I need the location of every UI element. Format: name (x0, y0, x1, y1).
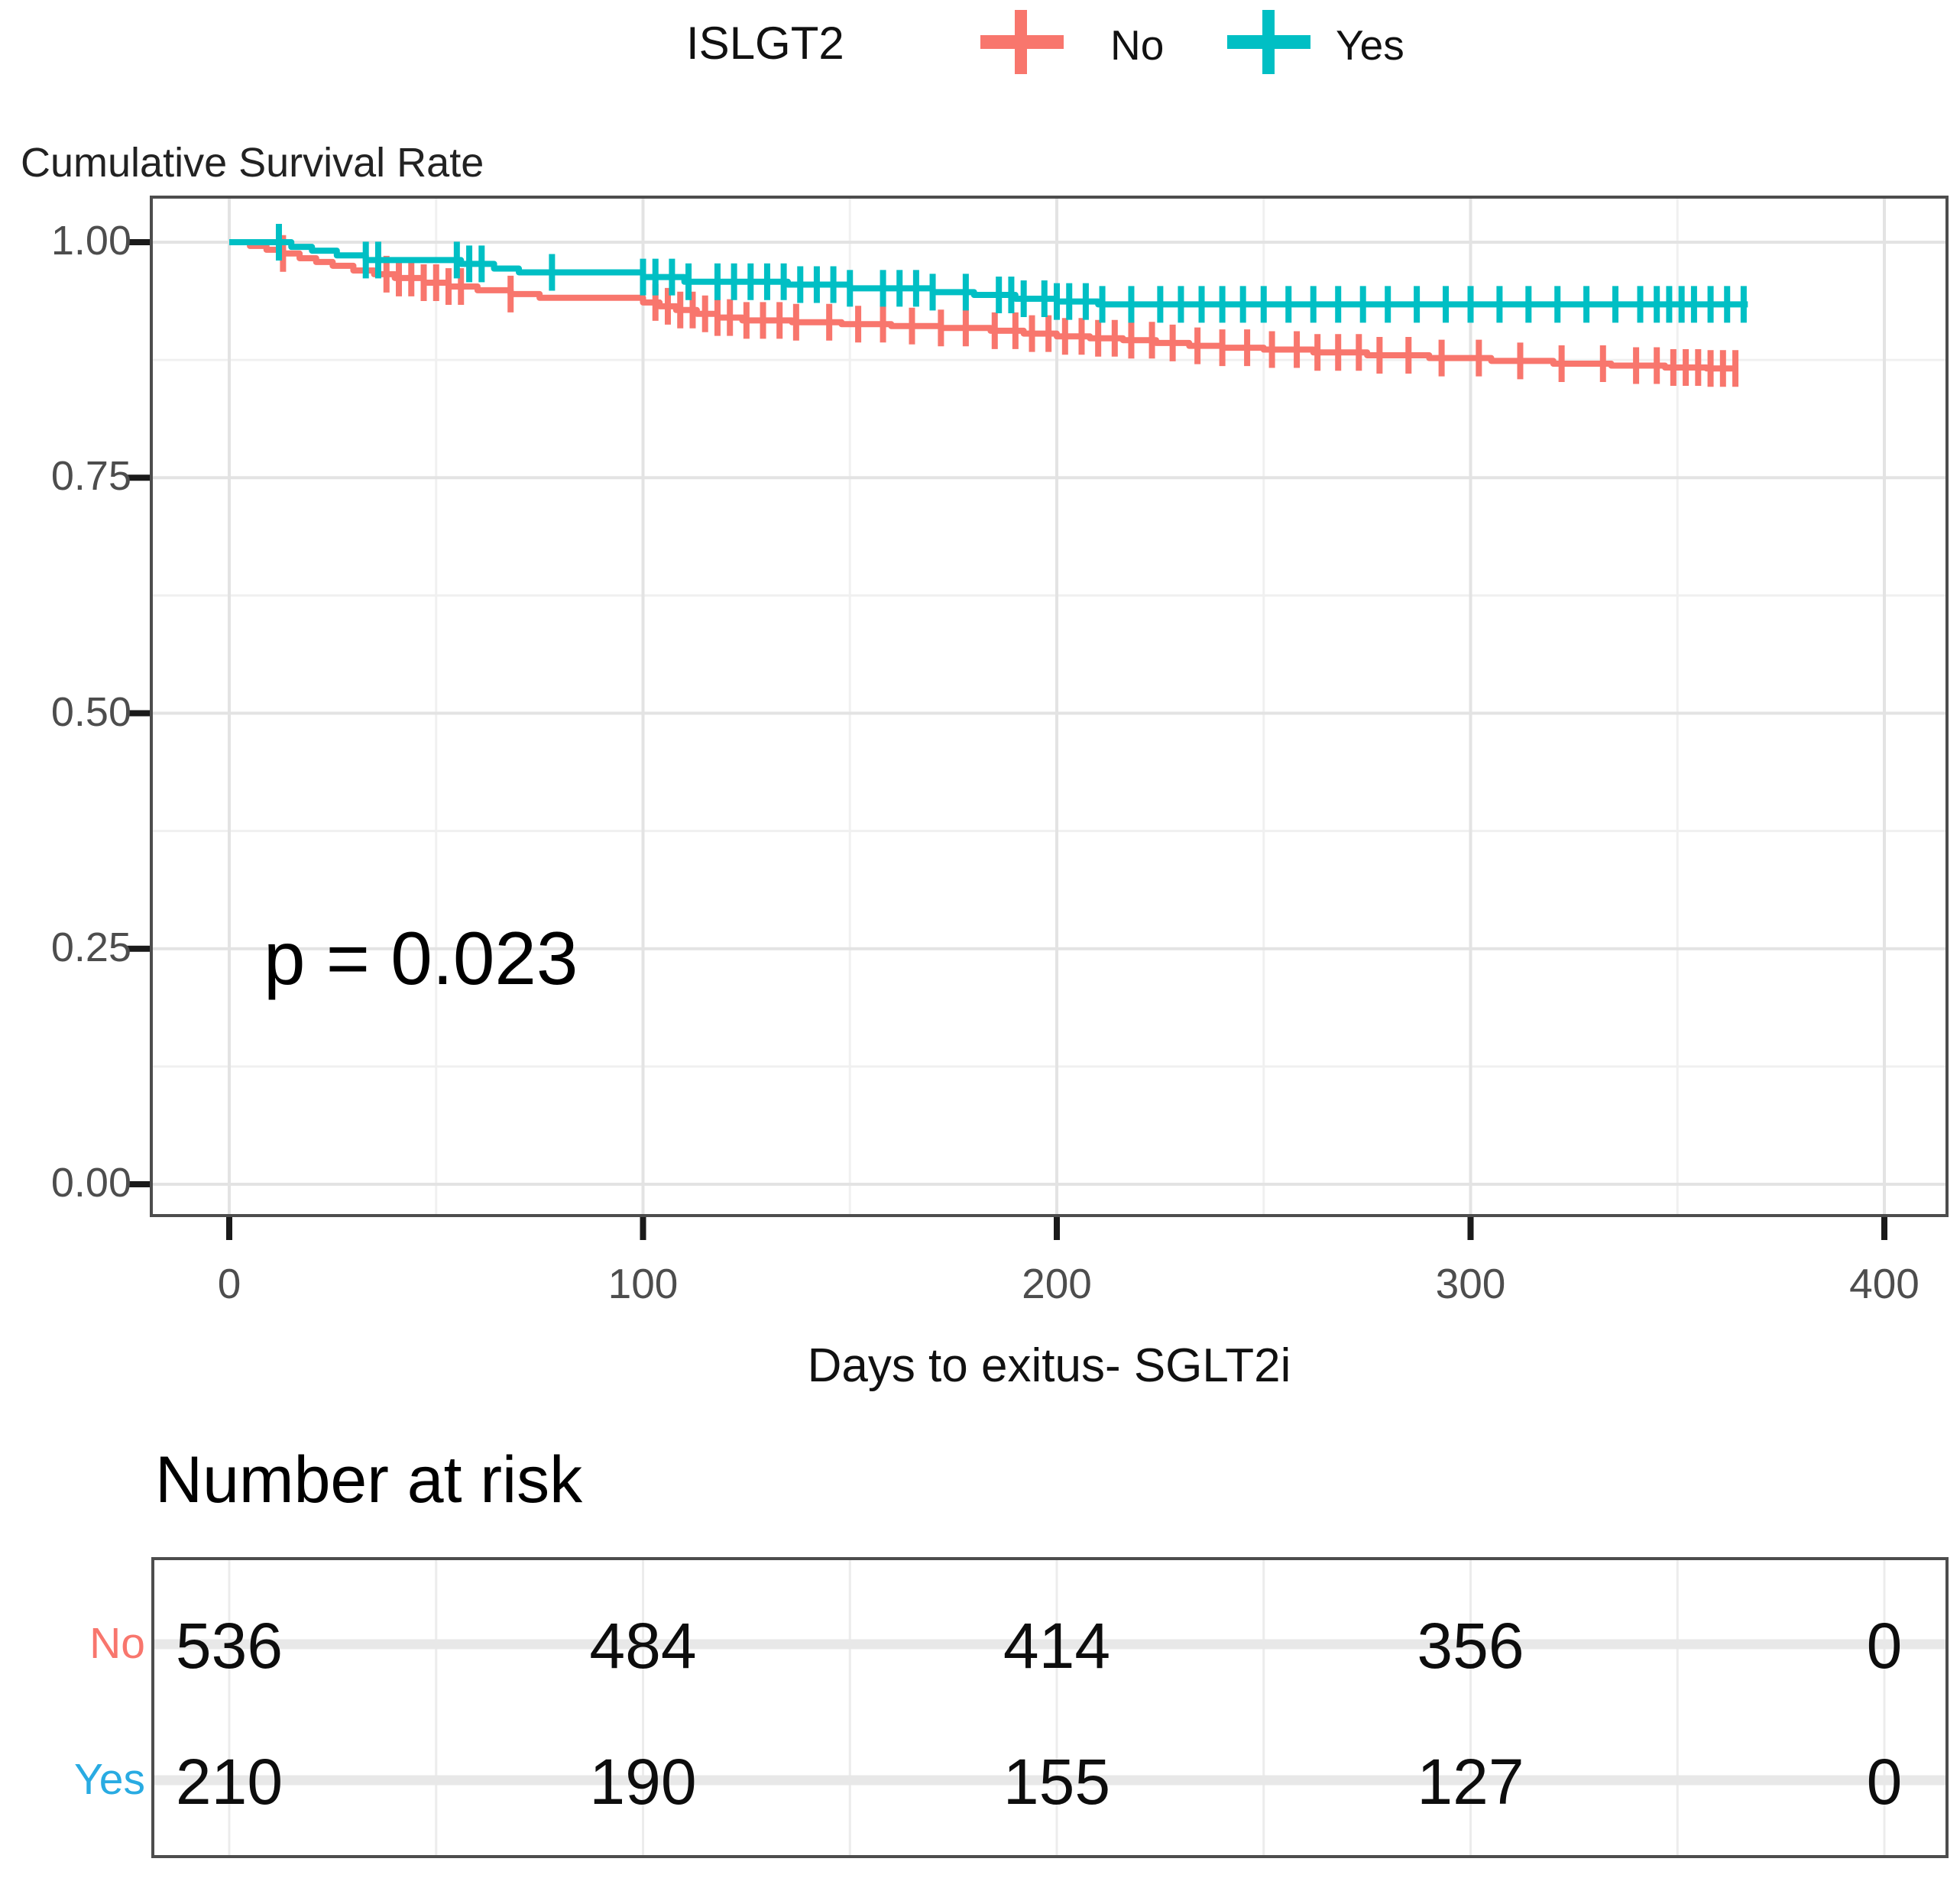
risk-row-label-no: No (89, 1619, 145, 1668)
x-tick-label: 0 (217, 1260, 241, 1307)
survival-curve-yes (229, 239, 1748, 308)
risk-value-no: 484 (589, 1610, 697, 1682)
x-tick-label: 400 (1849, 1260, 1920, 1307)
legend-label-yes: Yes (1336, 21, 1404, 69)
risk-table-border (151, 1557, 1949, 1858)
x-tick-label: 200 (1022, 1260, 1092, 1307)
legend-title: ISLGT2 (686, 18, 844, 69)
risk-table-title: Number at risk (155, 1443, 583, 1517)
risk-value-yes: 190 (589, 1746, 697, 1818)
risk-value-yes: 0 (1866, 1746, 1903, 1818)
risk-value-no: 536 (175, 1610, 283, 1682)
y-tick-label: 0.50 (50, 688, 131, 735)
plot-panel-border (150, 196, 1949, 1217)
risk-row-label-yes: Yes (74, 1755, 145, 1804)
risk-value-no: 414 (1003, 1610, 1111, 1682)
x-tick-label: 300 (1435, 1260, 1506, 1307)
x-tick-label: 100 (607, 1260, 679, 1307)
legend-label-no: No (1110, 21, 1165, 69)
risk-value-yes: 155 (1003, 1746, 1111, 1818)
risk-value-yes: 127 (1417, 1746, 1524, 1818)
risk-value-no: 0 (1866, 1610, 1903, 1682)
chart-title: Cumulative Survival Rate (21, 140, 484, 186)
y-tick-label: 0.00 (50, 1160, 131, 1206)
y-tick-label: 0.75 (50, 453, 131, 500)
risk-value-no: 356 (1417, 1610, 1524, 1682)
p-value-annotation: p = 0.023 (264, 916, 578, 1000)
y-tick-label: 0.25 (50, 924, 131, 970)
x-axis-title: Days to exitus- SGLT2i (807, 1339, 1291, 1392)
risk-table-panel (153, 1559, 1947, 1857)
survival-curve-no (229, 239, 1736, 372)
y-tick-label: 1.00 (50, 218, 131, 264)
risk-value-yes: 210 (175, 1746, 283, 1818)
